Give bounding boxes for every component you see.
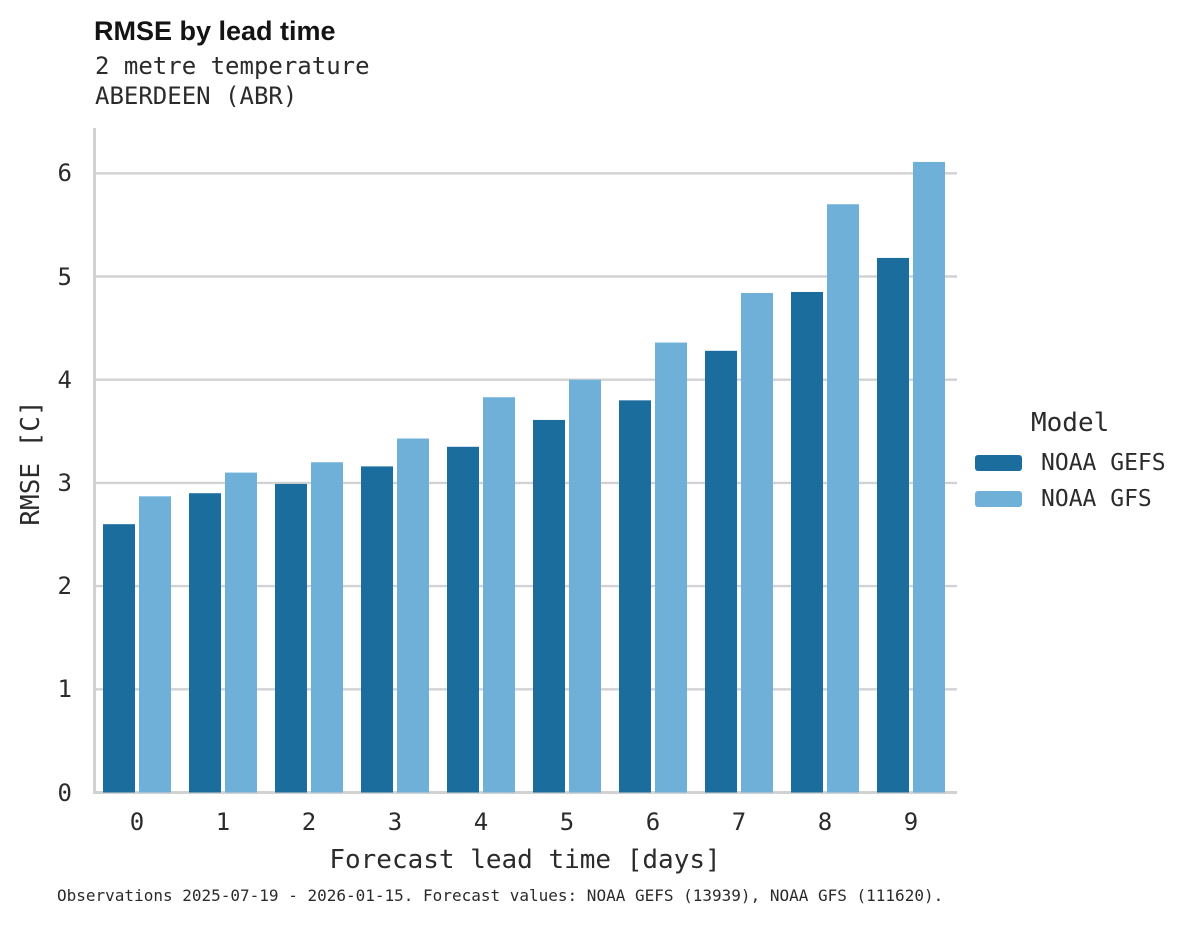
y-axis-title: RMSE [C]: [16, 400, 46, 526]
chart-subtitle-variable: 2 metre temperature: [95, 52, 370, 80]
y-tick-label-4: 4: [57, 365, 72, 394]
bar-noaa-gfs-lead-8: [827, 204, 859, 793]
legend-label-noaa-gefs: NOAA GEFS: [1041, 450, 1166, 476]
legend-title: Model: [1031, 408, 1110, 438]
y-tick-label-5: 5: [57, 262, 72, 291]
bar-noaa-gefs-lead-1: [189, 493, 221, 793]
x-tick-label-5: 5: [559, 808, 575, 836]
legend: Model NOAA GEFS NOAA GFS: [975, 408, 1166, 512]
y-tick-label-1: 1: [57, 675, 72, 704]
legend-swatch-noaa-gfs: [975, 491, 1022, 507]
bar-noaa-gefs-lead-0: [103, 524, 135, 793]
x-tick-label-9: 9: [903, 808, 919, 836]
bar-noaa-gefs-lead-8: [791, 291, 823, 793]
bar-noaa-gfs-lead-7: [741, 293, 773, 793]
x-tick-label-7: 7: [731, 808, 747, 836]
bar-noaa-gfs-lead-3: [397, 438, 429, 793]
y-tick-label-3: 3: [57, 468, 72, 497]
x-tick-label-8: 8: [817, 808, 833, 836]
bar-noaa-gfs-lead-4: [483, 397, 515, 793]
x-tick-label-0: 0: [129, 808, 145, 836]
bar-noaa-gefs-lead-5: [533, 419, 565, 793]
bar-noaa-gfs-lead-0: [139, 496, 171, 793]
legend-label-noaa-gfs: NOAA GFS: [1041, 486, 1152, 512]
bar-noaa-gfs-lead-6: [655, 342, 687, 793]
bar-noaa-gfs-lead-9: [913, 161, 945, 793]
legend-swatch-noaa-gefs: [975, 455, 1022, 471]
x-tick-label-2: 2: [301, 808, 317, 836]
x-tick-label-3: 3: [387, 808, 403, 836]
y-tick-label-2: 2: [57, 572, 72, 601]
chart-title: RMSE by lead time: [94, 16, 336, 46]
bar-noaa-gefs-lead-7: [705, 350, 737, 793]
legend-item-noaa-gefs: NOAA GEFS: [975, 450, 1166, 476]
chart-subtitle-station: ABERDEEN (ABR): [95, 82, 298, 110]
bar-noaa-gfs-lead-2: [311, 462, 343, 793]
x-tick-label-1: 1: [215, 808, 231, 836]
x-axis-title: Forecast lead time [days]: [329, 845, 721, 875]
legend-item-noaa-gfs: NOAA GFS: [975, 486, 1166, 512]
y-tick-label-0: 0: [57, 778, 72, 807]
bar-noaa-gfs-lead-5: [569, 379, 601, 793]
bar-noaa-gefs-lead-6: [619, 400, 651, 793]
caption: Observations 2025-07-19 - 2026-01-15. Fo…: [57, 886, 944, 905]
bar-noaa-gefs-lead-2: [275, 483, 307, 793]
bar-noaa-gefs-lead-9: [877, 257, 909, 793]
x-tick-label-4: 4: [473, 808, 489, 836]
x-tick-label-6: 6: [645, 808, 661, 836]
y-tick-label-6: 6: [57, 159, 72, 188]
bar-noaa-gefs-lead-3: [361, 466, 393, 793]
bar-noaa-gefs-lead-4: [447, 446, 479, 793]
bar-noaa-gfs-lead-1: [225, 472, 257, 793]
